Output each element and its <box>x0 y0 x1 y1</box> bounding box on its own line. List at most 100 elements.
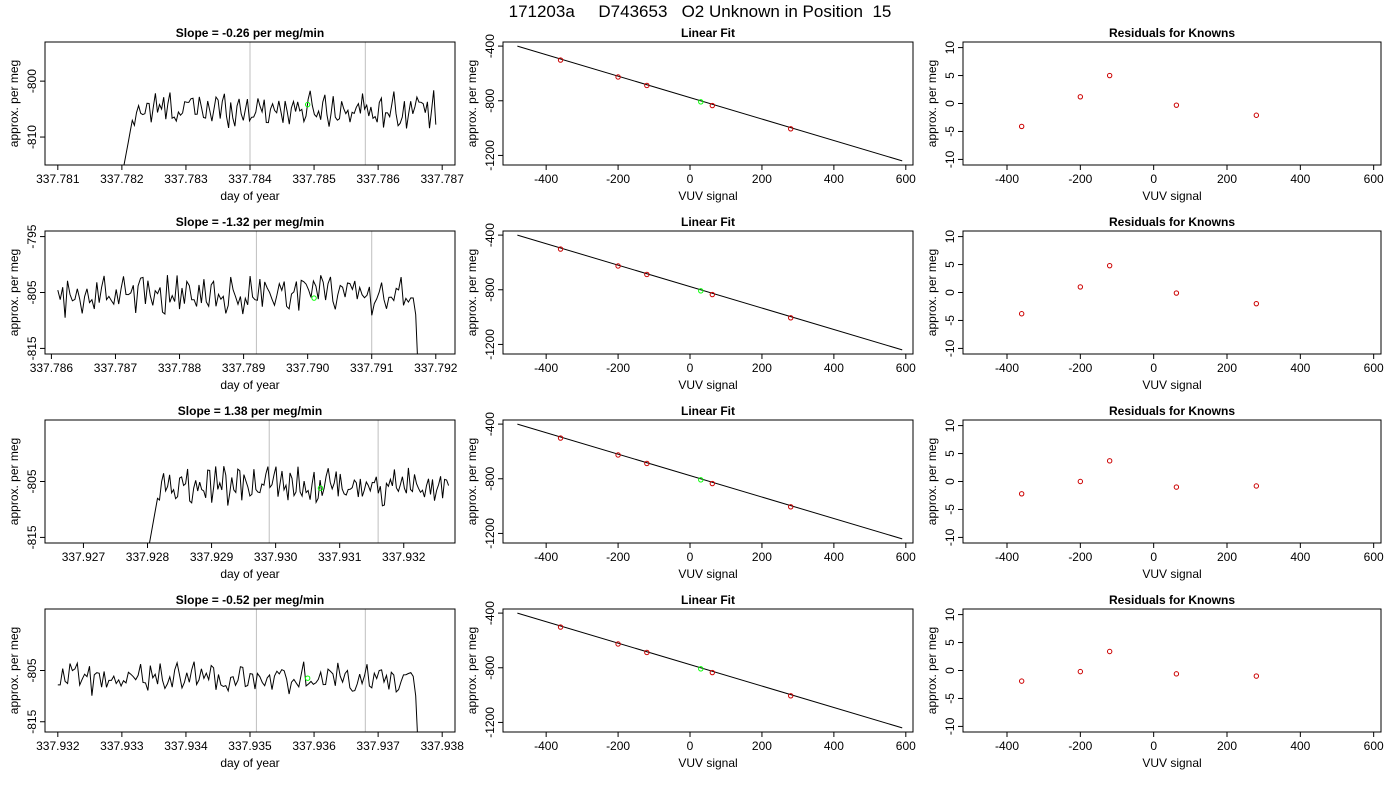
y-axis-label: approx. per meg <box>925 249 939 336</box>
x-tick-label: -400 <box>995 172 1019 186</box>
known-point <box>1253 300 1260 307</box>
panel-0-2: Residuals for Knowns -400 -200 0 200 400 600 -1… <box>925 26 1384 203</box>
x-tick-label: -400 <box>534 172 558 186</box>
y-tick-label: -815 <box>25 336 39 360</box>
fit-line <box>517 234 903 351</box>
y-axis-label: approx. per meg <box>7 438 21 525</box>
x-axis-label: VUV signal <box>1142 567 1201 581</box>
x-tick-label: 400 <box>824 361 844 375</box>
known-point <box>557 246 564 252</box>
known-point <box>644 649 650 656</box>
x-axis-label: day of year <box>220 189 279 203</box>
known-point <box>1173 484 1180 490</box>
x-tick-label: 337.792 <box>414 361 458 375</box>
panel-title: Residuals for Knowns <box>1109 593 1235 607</box>
known-point <box>644 460 650 467</box>
y-tick-label: -10 <box>943 339 957 357</box>
x-tick-label: -200 <box>1068 550 1092 564</box>
x-tick-label: 0 <box>687 550 694 564</box>
x-tick-label: 200 <box>1217 172 1237 186</box>
x-tick-label: -200 <box>606 172 630 186</box>
unknown-point <box>698 666 704 672</box>
panel-title: Linear Fit <box>681 593 735 607</box>
y-tick-label: -400 <box>483 34 497 58</box>
known-point <box>1077 94 1084 100</box>
y-tick-label: -5 <box>943 315 957 326</box>
known-point <box>1173 671 1180 677</box>
plot-frame <box>962 608 1382 733</box>
y-tick-label: -5 <box>943 504 957 515</box>
y-tick-label: 5 <box>943 639 957 646</box>
unknown-point <box>304 675 311 681</box>
known-point <box>788 504 794 510</box>
x-tick-label: 337.927 <box>62 550 106 564</box>
y-tick-label: 10 <box>943 41 957 55</box>
y-tick-label: -400 <box>483 601 497 625</box>
known-point <box>644 82 650 89</box>
known-point <box>615 641 621 647</box>
unknown-point <box>317 485 324 491</box>
x-tick-label: 337.937 <box>356 739 400 753</box>
x-tick-label: 400 <box>1290 739 1310 753</box>
panel-title: Residuals for Knowns <box>1109 215 1235 229</box>
y-tick-label: 0 <box>943 100 957 107</box>
x-tick-label: -400 <box>995 361 1019 375</box>
plot-frame <box>502 230 914 355</box>
x-tick-label: 337.932 <box>382 550 426 564</box>
known-point <box>709 291 716 298</box>
y-axis-label: approx. per meg <box>465 249 479 336</box>
x-tick-label: 337.787 <box>94 361 138 375</box>
known-point <box>1173 102 1180 108</box>
panel-title: Linear Fit <box>681 404 735 418</box>
x-axis-label: VUV signal <box>678 567 737 581</box>
known-point <box>615 74 621 80</box>
x-tick-label: -200 <box>1068 739 1092 753</box>
unknown-point <box>304 101 311 108</box>
plot-area <box>517 423 903 540</box>
x-axis-label: VUV signal <box>678 378 737 392</box>
panel-title: Slope = -1.32 per meg/min <box>176 215 324 229</box>
known-point <box>709 102 716 109</box>
x-tick-label: 337.928 <box>126 550 170 564</box>
plot-area <box>517 45 903 162</box>
y-axis-label: approx. per meg <box>7 627 21 714</box>
x-tick-label: 200 <box>1217 361 1237 375</box>
x-tick-label: 337.930 <box>254 550 298 564</box>
y-tick-label: 10 <box>943 608 957 622</box>
known-point <box>1253 483 1260 489</box>
y-tick-label: -5 <box>943 126 957 137</box>
x-tick-label: 200 <box>1217 550 1237 564</box>
x-tick-label: -200 <box>606 739 630 753</box>
x-tick-label: 337.789 <box>222 361 266 375</box>
panel-title: Slope = 1.38 per meg/min <box>178 404 322 418</box>
y-tick-label: 0 <box>943 667 957 674</box>
x-tick-label: -200 <box>606 550 630 564</box>
plot-frame <box>502 41 914 166</box>
x-axis-label: VUV signal <box>678 189 737 203</box>
x-tick-label: -200 <box>606 361 630 375</box>
y-tick-label: -10 <box>943 717 957 735</box>
x-tick-label: -400 <box>534 739 558 753</box>
x-tick-label: 337.786 <box>30 361 74 375</box>
y-tick-label: -1200 <box>483 707 497 738</box>
x-tick-label: 337.932 <box>36 739 80 753</box>
x-tick-label: 337.929 <box>190 550 234 564</box>
panel-2-0: Slope = 1.38 per meg/min 337.927 337.928 33… <box>7 404 456 581</box>
x-tick-label: -400 <box>534 550 558 564</box>
plot-frame <box>44 608 456 733</box>
x-axis-label: VUV signal <box>1142 378 1201 392</box>
x-tick-label: 337.786 <box>356 172 400 186</box>
plot-area <box>57 609 418 732</box>
x-tick-label: 600 <box>896 361 916 375</box>
known-point <box>557 57 564 63</box>
x-tick-label: -400 <box>995 550 1019 564</box>
y-tick-label: -10 <box>943 528 957 546</box>
y-axis-label: approx. per meg <box>925 60 939 147</box>
data-trace <box>57 275 418 354</box>
y-axis-label: approx. per meg <box>925 438 939 525</box>
x-tick-label: 200 <box>752 361 772 375</box>
x-tick-label: 600 <box>1364 361 1384 375</box>
y-tick-label: 5 <box>943 261 957 268</box>
y-axis-label: approx. per meg <box>7 60 21 147</box>
